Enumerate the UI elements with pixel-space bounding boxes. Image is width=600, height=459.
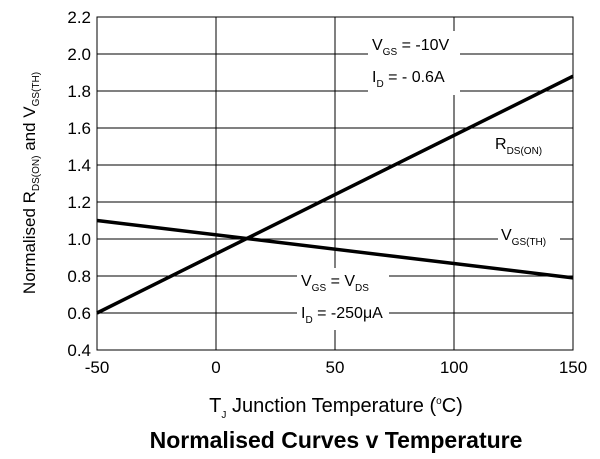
chart-title: Normalised Curves v Temperature (150, 427, 523, 453)
y-tick-label: 1.8 (67, 82, 91, 101)
y-tick-labels: 2.2 2.0 1.8 1.6 1.4 1.2 1.0 0.8 0.6 0.4 (67, 8, 91, 360)
y-tick-label: 0.4 (67, 341, 91, 360)
annotation-bottom-line1: VGS = VDS (301, 273, 369, 294)
y-tick-label: 1.2 (67, 193, 91, 212)
annotation-top-line1: VGS = -10V (372, 37, 449, 58)
x-tick-label: 100 (440, 358, 468, 377)
x-tick-labels: -50 0 50 100 150 (85, 358, 587, 377)
y-tick-label: 0.6 (67, 304, 91, 323)
series-line-rds-on (96, 74, 574, 315)
annotation-vgs-bg (498, 222, 560, 248)
x-tick-label: -50 (85, 358, 110, 377)
y-tick-label: 2.0 (67, 45, 91, 64)
annotation-rds-bg (492, 130, 556, 156)
annotation-vgs-label: VGS(TH) (501, 227, 546, 248)
series-line-vgs-th (96, 218, 574, 280)
y-tick-label: 2.2 (67, 8, 91, 27)
annotation-bottom-line2: ID = -250μA (301, 305, 383, 326)
annotation-top-bg (368, 31, 460, 95)
y-axis-title: Normalised RDS(ON) and VGS(TH) (20, 72, 42, 294)
x-tick-label: 150 (559, 358, 587, 377)
y-tick-label: 1.0 (67, 230, 91, 249)
y-tick-label: 1.6 (67, 119, 91, 138)
x-tick-label: 50 (326, 358, 345, 377)
y-tick-label: 1.4 (67, 156, 91, 175)
x-axis-title: TJ Junction Temperature (oC) (209, 395, 463, 421)
x-tick-label: 0 (211, 358, 220, 377)
annotation-rds-label: RDS(ON) (495, 136, 542, 157)
annotation-bottom-bg (297, 268, 389, 330)
y-tick-label: 0.8 (67, 267, 91, 286)
annotation-top-line2: ID = - 0.6A (372, 69, 445, 90)
